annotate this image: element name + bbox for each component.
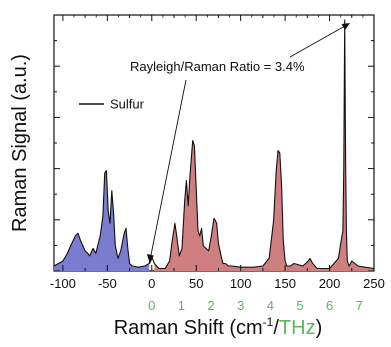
x-tick-labels: -100 -50 0 50 100 150 200 250 <box>50 276 385 291</box>
x-axis-title: Raman Shift (cm-1/THz) <box>114 315 323 339</box>
thz-tick-label: 7 <box>356 298 363 313</box>
x-axis-title-main: Raman Shift (cm <box>114 317 263 339</box>
thz-tick-label: 6 <box>326 298 333 313</box>
x-tick-label: 100 <box>230 276 252 291</box>
x-axis-title-close: ) <box>316 317 323 339</box>
x-tick-label: 150 <box>274 276 296 291</box>
thz-tick-label: 4 <box>267 298 274 313</box>
x-tick-label: 0 <box>148 276 155 291</box>
thz-tick-label: 0 <box>148 298 155 313</box>
y-axis-title: Raman Signal (a.u.) <box>9 54 31 232</box>
thz-tick-label: 5 <box>296 298 303 313</box>
anti-stokes-fill <box>54 170 150 271</box>
spectrum-fills <box>54 20 374 271</box>
x-axis-title-unit-sup: -1 <box>263 315 274 329</box>
thz-tick-label: 3 <box>237 298 244 313</box>
arrowhead-peak <box>341 23 350 30</box>
spectrum-line-group <box>53 19 375 270</box>
x-axis-title-thz: THz <box>279 317 316 339</box>
series-line-sulfur <box>53 19 375 270</box>
x-tick-label: 200 <box>319 276 341 291</box>
x-axis-title-sep: / <box>273 317 279 339</box>
x-tick-label: 50 <box>189 276 203 291</box>
x-tick-label: 250 <box>363 276 385 291</box>
stokes-fill <box>154 20 374 271</box>
thz-tick-labels: 0 1 2 3 4 5 6 7 <box>148 298 363 313</box>
x-tick-label: -100 <box>50 276 76 291</box>
x-tick-label: -50 <box>98 276 117 291</box>
thz-tick-label: 2 <box>207 298 214 313</box>
annotation-arrow-to-peak <box>289 25 346 58</box>
annotation-arrow-to-rayleigh <box>149 79 187 261</box>
legend-entry-sulfur: Sulfur <box>110 97 145 112</box>
axis-ticks <box>54 14 375 272</box>
arrowhead-rayleigh <box>146 254 154 264</box>
thz-tick-label: 1 <box>178 298 185 313</box>
ratio-annotation: Rayleigh/Raman Ratio = 3.4% <box>130 59 305 74</box>
